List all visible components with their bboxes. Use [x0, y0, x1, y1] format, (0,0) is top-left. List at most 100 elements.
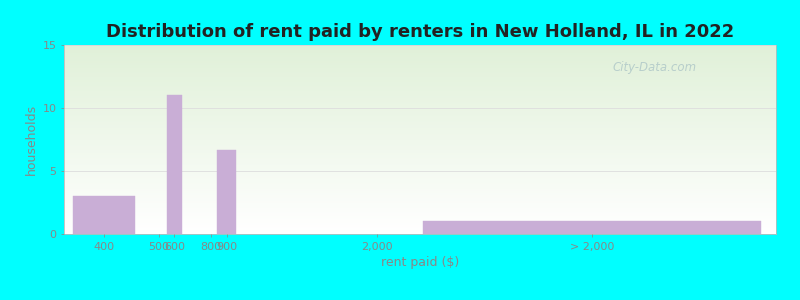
- Bar: [64, 76, 776, 77]
- Bar: [64, 78, 776, 79]
- Bar: [64, 80, 776, 81]
- Bar: [64, 89, 776, 90]
- Bar: [64, 138, 776, 139]
- Bar: [64, 180, 776, 181]
- Bar: [64, 227, 776, 228]
- Bar: [64, 135, 776, 136]
- Bar: [64, 204, 776, 205]
- Bar: [64, 194, 776, 195]
- Bar: [64, 233, 776, 234]
- Bar: [64, 102, 776, 103]
- Bar: [64, 85, 776, 87]
- Bar: [64, 55, 776, 56]
- Bar: [64, 202, 776, 203]
- Bar: [64, 82, 776, 83]
- Bar: [64, 232, 776, 233]
- Bar: [64, 197, 776, 198]
- Bar: [64, 153, 776, 154]
- Bar: [64, 143, 776, 144]
- Bar: [64, 171, 776, 172]
- Bar: [64, 219, 776, 220]
- Bar: [64, 205, 776, 206]
- Bar: [64, 58, 776, 59]
- Bar: [64, 123, 776, 124]
- Bar: [64, 45, 776, 46]
- Bar: [64, 50, 776, 51]
- Bar: [64, 151, 776, 152]
- Bar: [64, 136, 776, 137]
- Bar: [64, 201, 776, 202]
- Bar: [64, 215, 776, 216]
- Bar: [64, 61, 776, 62]
- Bar: [64, 95, 776, 96]
- Bar: [64, 129, 776, 130]
- Bar: [64, 158, 776, 159]
- Bar: [64, 185, 776, 186]
- Bar: [64, 176, 776, 177]
- Bar: [64, 128, 776, 129]
- Bar: [64, 109, 776, 110]
- Bar: [64, 216, 776, 217]
- Bar: [74, 196, 134, 234]
- Bar: [64, 168, 776, 169]
- Bar: [64, 103, 776, 104]
- Bar: [64, 184, 776, 185]
- Bar: [423, 221, 761, 234]
- Bar: [64, 125, 776, 126]
- Bar: [64, 213, 776, 214]
- Bar: [64, 154, 776, 156]
- Bar: [64, 98, 776, 99]
- X-axis label: rent paid ($): rent paid ($): [381, 256, 459, 269]
- Bar: [64, 212, 776, 213]
- Bar: [64, 101, 776, 102]
- Bar: [64, 228, 776, 229]
- Bar: [64, 79, 776, 80]
- Bar: [64, 178, 776, 179]
- Bar: [64, 196, 776, 197]
- Bar: [64, 198, 776, 199]
- Bar: [64, 48, 776, 49]
- Bar: [64, 222, 776, 223]
- Bar: [64, 231, 776, 232]
- Bar: [64, 106, 776, 107]
- Bar: [64, 165, 776, 166]
- Bar: [218, 150, 236, 234]
- Bar: [64, 224, 776, 226]
- Bar: [64, 107, 776, 108]
- Bar: [167, 95, 182, 234]
- Bar: [64, 70, 776, 71]
- Bar: [64, 142, 776, 143]
- Bar: [64, 160, 776, 161]
- Bar: [64, 210, 776, 211]
- Bar: [64, 179, 776, 180]
- Bar: [64, 90, 776, 91]
- Bar: [64, 47, 776, 48]
- Bar: [64, 115, 776, 116]
- Bar: [64, 120, 776, 121]
- Bar: [64, 87, 776, 88]
- Bar: [64, 192, 776, 194]
- Bar: [64, 146, 776, 147]
- Bar: [64, 99, 776, 100]
- Bar: [64, 112, 776, 113]
- Bar: [64, 56, 776, 57]
- Bar: [64, 203, 776, 204]
- Bar: [64, 166, 776, 167]
- Bar: [64, 53, 776, 55]
- Bar: [64, 108, 776, 109]
- Bar: [64, 220, 776, 221]
- Bar: [64, 214, 776, 215]
- Bar: [64, 169, 776, 170]
- Bar: [64, 229, 776, 230]
- Bar: [64, 195, 776, 196]
- Bar: [64, 156, 776, 157]
- Bar: [64, 149, 776, 150]
- Bar: [64, 63, 776, 64]
- Bar: [64, 140, 776, 141]
- Y-axis label: households: households: [25, 104, 38, 175]
- Bar: [64, 65, 776, 66]
- Bar: [64, 144, 776, 145]
- Bar: [64, 62, 776, 63]
- Bar: [64, 71, 776, 72]
- Bar: [64, 124, 776, 125]
